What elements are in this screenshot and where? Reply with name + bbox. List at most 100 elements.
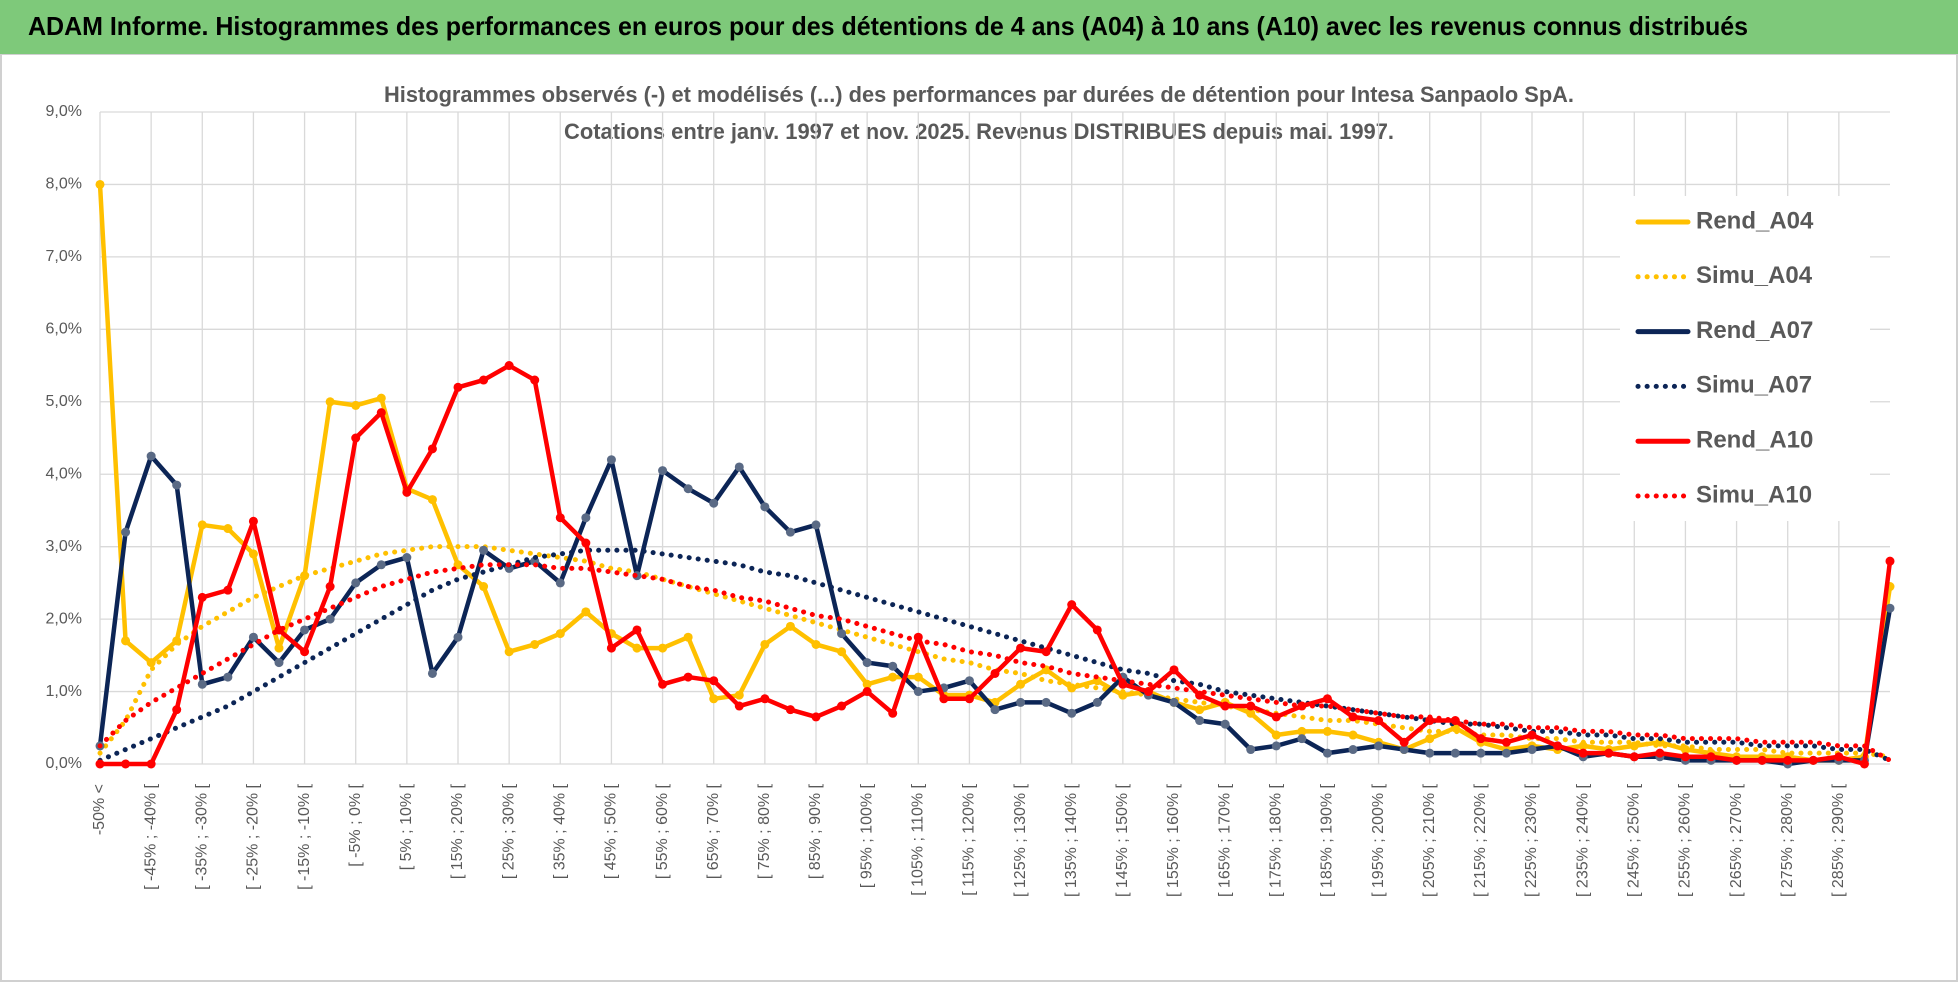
point-marker	[223, 585, 233, 595]
point-marker	[683, 484, 693, 494]
point-marker	[760, 502, 770, 512]
point-marker	[1169, 665, 1179, 675]
point-marker	[1067, 600, 1077, 610]
point-marker	[1271, 712, 1281, 722]
point-marker	[1271, 741, 1281, 751]
point-marker	[888, 661, 898, 671]
point-marker	[1425, 748, 1435, 758]
point-marker	[530, 639, 540, 649]
point-marker	[964, 676, 974, 686]
point-marker	[555, 629, 565, 639]
model-line	[97, 547, 1893, 763]
x-tick-label: [ 65% ; 70% [	[705, 783, 722, 879]
point-marker	[1399, 737, 1409, 747]
x-tick-label: [ -45% ; -40% [	[142, 783, 159, 889]
x-tick-label: [ 235% ; 240% [	[1574, 783, 1591, 897]
point-marker	[862, 658, 872, 668]
x-tick-label: [ 205% ; 210% [	[1421, 783, 1438, 897]
point-marker	[248, 549, 258, 559]
x-tick-label: [ -15% ; -10% [	[296, 783, 313, 889]
x-tick-label: [ 275% ; 280% [	[1779, 783, 1796, 897]
point-marker	[248, 632, 258, 642]
point-marker	[606, 455, 616, 465]
point-marker	[555, 578, 565, 588]
y-tick-label: 2,0%	[46, 610, 82, 627]
point-marker	[1757, 755, 1767, 765]
point-marker	[1425, 734, 1435, 744]
point-marker	[453, 560, 463, 570]
point-marker	[1629, 752, 1639, 762]
point-marker	[581, 513, 591, 523]
point-marker	[990, 705, 1000, 715]
point-marker	[1885, 603, 1895, 613]
x-tick-label: [ 55% ; 60% [	[654, 783, 671, 879]
point-marker	[1041, 647, 1051, 657]
point-marker	[760, 639, 770, 649]
point-marker	[504, 361, 514, 371]
chart-subtitle: Cotations entre janv. 1997 et nov. 2025.…	[564, 119, 1394, 144]
point-marker	[1476, 734, 1486, 744]
point-marker	[95, 179, 105, 189]
point-marker	[1834, 752, 1844, 762]
point-marker	[888, 672, 898, 682]
point-marker	[1501, 737, 1511, 747]
point-marker	[1348, 745, 1358, 755]
x-tick-label: [ 155% ; 160% [	[1165, 783, 1182, 897]
point-marker	[300, 625, 310, 635]
point-marker	[351, 433, 361, 443]
point-marker	[1527, 730, 1537, 740]
point-marker	[1732, 755, 1742, 765]
y-tick-label: 7,0%	[46, 248, 82, 265]
point-marker	[1604, 748, 1614, 758]
x-tick-label: [ 145% ; 150% [	[1114, 783, 1131, 897]
x-tick-label: [ 195% ; 200% [	[1370, 783, 1387, 897]
y-tick-label: 0,0%	[46, 755, 82, 772]
y-tick-label: 8,0%	[46, 176, 82, 193]
point-marker	[785, 621, 795, 631]
point-marker	[351, 578, 361, 588]
point-marker	[1297, 726, 1307, 736]
point-marker	[172, 705, 182, 715]
x-tick-label: [ 95% ; 100% [	[858, 783, 875, 888]
x-tick-label: [ -25% ; -20% [	[245, 783, 262, 889]
point-marker	[376, 408, 386, 418]
x-tick-label: [ 225% ; 230% [	[1523, 783, 1540, 897]
point-marker	[325, 582, 335, 592]
x-tick-label: [ 85% ; 90% [	[807, 783, 824, 879]
x-tick-label: [ 185% ; 190% [	[1319, 783, 1336, 897]
point-marker	[1527, 745, 1537, 755]
point-marker	[658, 643, 668, 653]
point-marker	[504, 647, 514, 657]
point-marker	[1322, 748, 1332, 758]
point-marker	[888, 708, 898, 718]
point-marker	[479, 582, 489, 592]
point-marker	[1220, 719, 1230, 729]
y-tick-label: 9,0%	[46, 103, 82, 120]
point-marker	[453, 632, 463, 642]
legend-label: Simu_A04	[1696, 262, 1813, 289]
point-marker	[197, 592, 207, 602]
legend-label: Simu_A10	[1696, 481, 1812, 508]
point-marker	[1041, 697, 1051, 707]
point-marker	[811, 712, 821, 722]
point-marker	[913, 687, 923, 697]
x-tick-label: [ 115% ; 120% [	[961, 783, 978, 895]
legend-box	[1620, 196, 1870, 521]
point-marker	[1783, 755, 1793, 765]
y-tick-label: 6,0%	[46, 321, 82, 338]
point-marker	[197, 679, 207, 689]
y-tick-label: 1,0%	[46, 683, 82, 700]
x-tick-label: [ 15% ; 20% [	[449, 783, 466, 879]
point-marker	[146, 759, 156, 769]
y-tick-label: 5,0%	[46, 393, 82, 410]
x-tick-label: [ 175% ; 180% [	[1268, 783, 1285, 897]
point-marker	[1322, 694, 1332, 704]
point-marker	[274, 658, 284, 668]
point-marker	[581, 607, 591, 617]
x-tick-label: -50% <	[91, 784, 108, 835]
point-marker	[1092, 697, 1102, 707]
point-marker	[1578, 748, 1588, 758]
point-marker	[1143, 687, 1153, 697]
point-marker	[1246, 745, 1256, 755]
